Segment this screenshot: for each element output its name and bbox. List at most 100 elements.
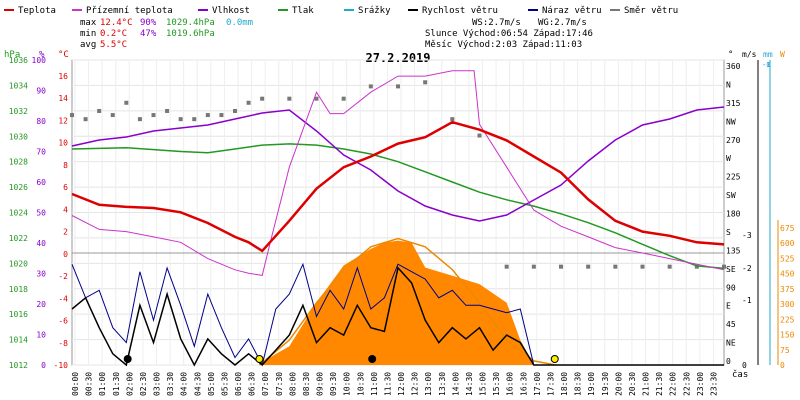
x-tick-label: 01:30 — [112, 372, 121, 396]
dir-point — [477, 133, 482, 138]
x-tick-label: 13:30 — [438, 372, 447, 396]
temp-tick: 16 — [58, 72, 68, 81]
w-tick: 300 — [780, 300, 795, 309]
chart-title: 27.2.2019 — [365, 51, 430, 65]
pct-tick: 50 — [36, 209, 46, 218]
dir-point — [504, 264, 509, 269]
dir-point — [694, 264, 699, 269]
stats-max-rain: 0.0mm — [226, 18, 253, 28]
pct-tick: 80 — [36, 117, 46, 126]
dir-tick: NE — [726, 339, 736, 348]
temp-tick: 10 — [58, 139, 68, 148]
x-tick-label: 04:00 — [180, 372, 189, 396]
dir-point — [722, 264, 726, 269]
dir-point — [110, 113, 115, 118]
hpa-tick: 1032 — [9, 107, 28, 116]
legend-label-pressure: Tlak — [292, 6, 314, 16]
info-block: WS:2.7m/s WG:2.7m/s Slunce Východ:06:54 … — [425, 18, 593, 50]
dir-tick: E — [726, 302, 731, 311]
mm-tick: -0 — [762, 61, 770, 69]
dir-tick: SE — [726, 265, 736, 274]
legend-label-dir: Směr větru — [624, 6, 678, 16]
x-tick-label: 10:30 — [356, 372, 365, 396]
dir-tick: 45 — [726, 320, 736, 329]
x-tick-label: 08:00 — [288, 372, 297, 396]
dir-tick: 360 — [726, 62, 741, 71]
dir-point — [151, 113, 156, 118]
pct-tick: 40 — [36, 239, 46, 248]
x-tick-label: 14:00 — [451, 372, 460, 396]
plot-area — [70, 70, 726, 367]
x-tick-label: 11:30 — [383, 372, 392, 396]
info-moon: Měsíc Východ:2:03 Západ:11:03 — [425, 40, 582, 50]
pressure-line — [71, 143, 725, 270]
ground-temp-line — [71, 70, 725, 276]
x-tick-label: 03:00 — [153, 372, 162, 396]
x-tick-label: 15:30 — [492, 372, 501, 396]
dir-point — [83, 117, 88, 122]
dir-point — [450, 117, 455, 122]
x-tick-label: 22:00 — [669, 372, 678, 396]
temp-tick: 2 — [63, 228, 68, 237]
x-tick-label: 04:30 — [193, 372, 202, 396]
info-wg: WG:2.7m/s — [538, 18, 587, 28]
info-sun: Slunce Východ:06:54 Západ:17:46 — [425, 29, 593, 39]
legend-label-gust: Náraz větru — [542, 6, 602, 16]
dir-point — [219, 113, 224, 118]
solar-area — [262, 240, 534, 365]
dir-point — [165, 108, 170, 113]
dir-tick: W — [726, 154, 731, 163]
pct-tick: 0 — [41, 361, 46, 370]
dir-point — [124, 100, 129, 105]
legend-label-temp: Teplota — [18, 6, 56, 16]
x-tick-label: 17:00 — [533, 372, 542, 396]
hpa-tick: 1036 — [9, 56, 28, 65]
dir-point — [667, 264, 672, 269]
x-tick-label: 07:00 — [261, 372, 270, 396]
temp-tick: -10 — [54, 361, 69, 370]
x-tick-label: 16:30 — [519, 372, 528, 396]
dir-tick: 180 — [726, 210, 741, 219]
dir-point — [613, 264, 618, 269]
x-tick-label: 23:30 — [709, 372, 718, 396]
dir-tick: 270 — [726, 136, 741, 145]
legend-label-rain: Srážky — [358, 6, 391, 16]
x-tick-label: 20:00 — [614, 372, 623, 396]
dir-point — [314, 96, 319, 101]
legend-label-wind: Rychlost větru — [422, 6, 498, 16]
dir-point — [423, 80, 428, 85]
dir-tick: 90 — [726, 283, 736, 292]
x-tick-label: 09:30 — [329, 372, 338, 396]
x-tick-label: 22:30 — [682, 372, 691, 396]
dir-tick: 135 — [726, 246, 741, 255]
w-tick: 600 — [780, 239, 795, 248]
pct-tick: 30 — [36, 270, 46, 279]
x-tick-label: 00:30 — [85, 372, 94, 396]
dir-tick: 0 — [726, 357, 731, 366]
dir-point — [205, 113, 210, 118]
ms-tick: 0 — [742, 361, 747, 370]
dir-point — [137, 117, 142, 122]
info-ws: WS:2.7m/s — [472, 18, 521, 28]
temp-tick: 4 — [63, 205, 68, 214]
moonset-marker — [368, 355, 377, 363]
x-tick-label: 17:30 — [546, 372, 555, 396]
x-tick-label: 10:00 — [343, 372, 352, 396]
ms-tick: -2 — [742, 264, 752, 273]
temp-tick: -4 — [58, 294, 68, 303]
hpa-tick: 1028 — [9, 158, 28, 167]
dir-point — [287, 96, 292, 101]
dir-point — [260, 96, 265, 101]
w-tick: 525 — [780, 254, 795, 263]
pct-unit: % — [39, 50, 45, 60]
w-tick: 150 — [780, 331, 795, 340]
x-tick-label: 21:30 — [655, 372, 664, 396]
temp-tick: 6 — [63, 183, 68, 192]
humidity-line — [71, 106, 725, 222]
dir-tick: S — [726, 228, 731, 237]
dir-tick: 315 — [726, 99, 741, 108]
x-tick-label: 18:00 — [560, 372, 569, 396]
ms-tick: -3 — [742, 231, 752, 240]
stats-avg-temp: 5.5°C — [100, 40, 127, 50]
x-tick-label: 03:30 — [166, 372, 175, 396]
